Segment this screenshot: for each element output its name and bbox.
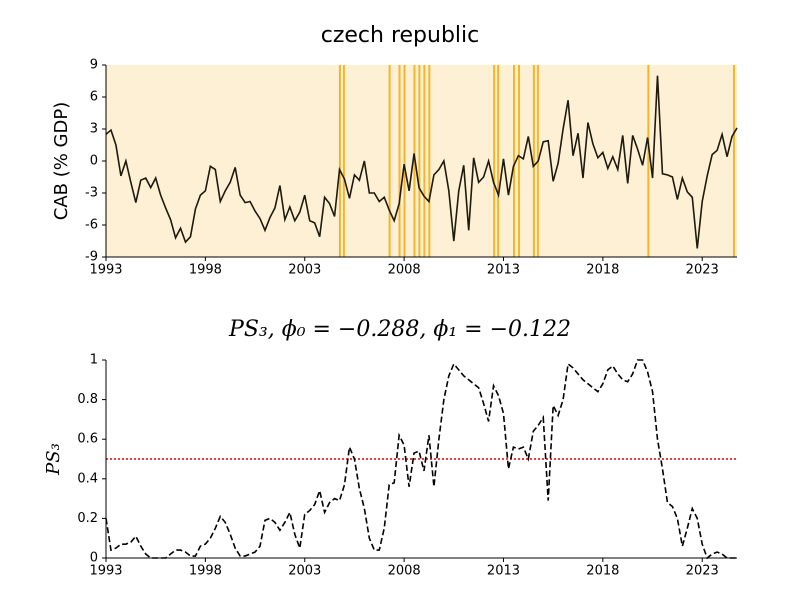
y-tick-label: 6: [90, 90, 98, 105]
x-tick-label: 2018: [586, 564, 619, 579]
x-tick-label: 2008: [388, 263, 421, 278]
x-tick-label: 2023: [686, 263, 719, 278]
y-tick-label: 1: [90, 353, 98, 368]
y-tick-label: 0.6: [77, 432, 98, 447]
y-axis-label: PS₃: [43, 443, 64, 476]
y-tick-label: -6: [85, 218, 98, 233]
y-tick-label: 0.4: [77, 471, 98, 486]
x-tick-label: 2003: [288, 564, 321, 579]
x-tick-label: 2013: [487, 263, 520, 278]
y-tick-label: 0.2: [77, 511, 98, 526]
y-tick-label: 0: [90, 154, 98, 169]
data-line: [105, 359, 737, 560]
y-tick-label: 3: [90, 122, 98, 137]
y-tick-label: -3: [85, 186, 98, 201]
x-tick-label: 2013: [487, 564, 520, 579]
y-tick-label: 9: [90, 58, 98, 73]
plot-background: [106, 65, 737, 257]
data-line: [105, 75, 738, 249]
y-axis-label: CAB (% GDP): [51, 102, 72, 221]
x-tick-label: 2018: [586, 263, 619, 278]
x-tick-label: 1993: [89, 263, 122, 278]
chart-title: czech republic: [321, 23, 480, 48]
chart-title: PS₃, ϕ₀ = −0.288, ϕ₁ = −0.122: [228, 317, 571, 342]
y-tick-label: 0.8: [77, 392, 98, 407]
y-tick-label: -9: [85, 250, 98, 265]
x-tick-label: 1998: [189, 564, 222, 579]
y-tick-label: 0: [90, 551, 98, 566]
x-tick-label: 1998: [189, 263, 222, 278]
x-tick-label: 2008: [388, 564, 421, 579]
x-tick-label: 2003: [288, 263, 321, 278]
x-tick-label: 1993: [89, 564, 122, 579]
x-tick-label: 2023: [686, 564, 719, 579]
